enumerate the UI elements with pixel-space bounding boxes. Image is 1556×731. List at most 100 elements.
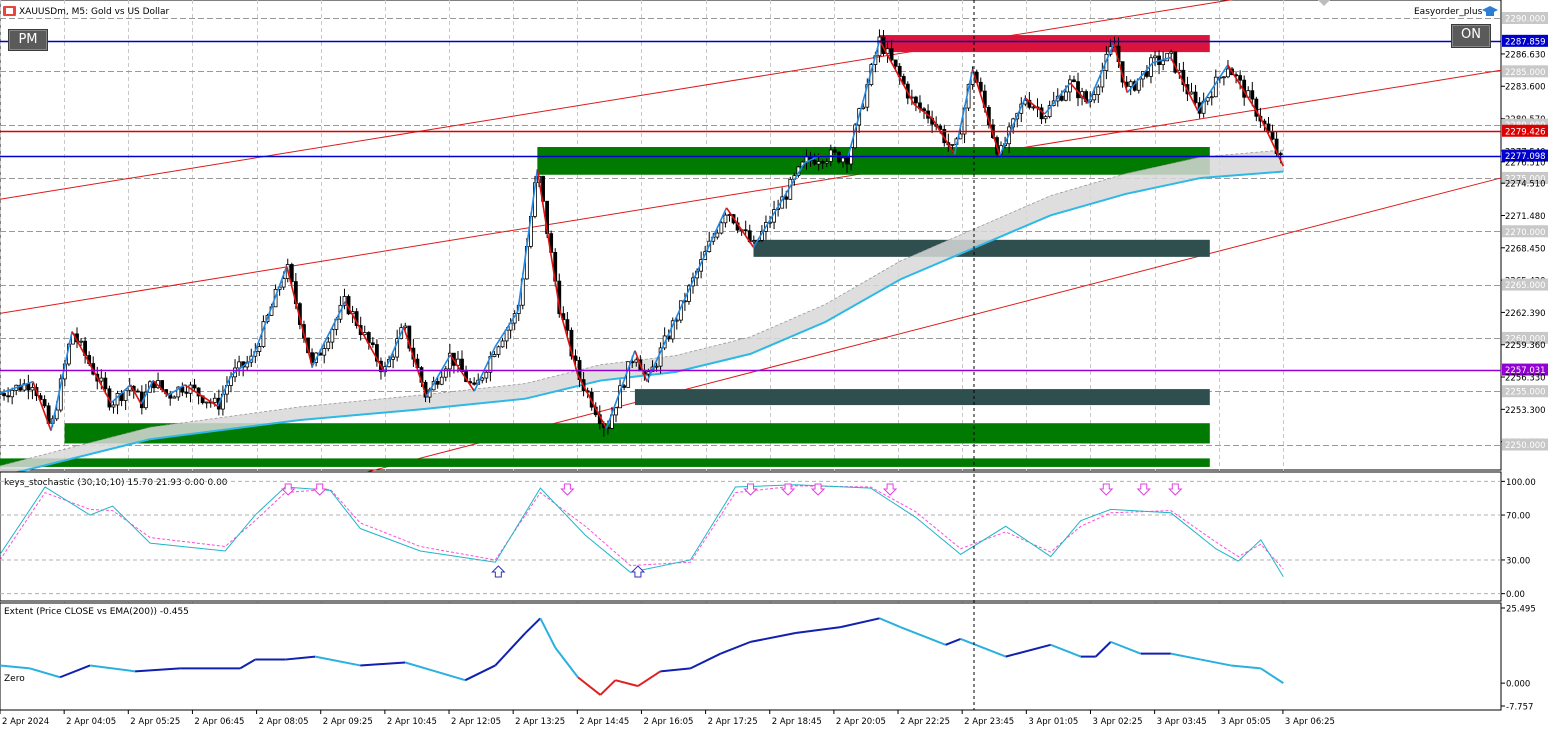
candle-body [634,359,639,363]
candle-body [330,328,335,343]
extent-segment [539,617,557,649]
candle-body [99,377,104,382]
candle-body [1096,86,1101,96]
price-round-label: 2255.000 [1505,388,1546,398]
candle-body [1059,95,1064,101]
candle-body [42,399,47,407]
stochastic-main-line [0,484,1284,578]
price-tick-label: 2268.450 [1505,244,1546,254]
price-round-bg [1502,171,1548,184]
zigzag-down-leg [71,331,112,404]
candle-body [443,368,448,378]
candle-body [111,404,116,408]
zone-slate[interactable] [634,389,1210,406]
candle-body [1278,153,1283,155]
zigzag-up-leg [216,374,232,407]
horizontal-levels[interactable] [0,40,1501,372]
price-tick-label: 2283.600 [1505,83,1546,93]
extent-segment [494,632,527,667]
candle-body [1169,51,1174,54]
ema-ribbon-edge [0,149,1284,467]
extent-segment [599,679,617,696]
candle-body [889,48,894,61]
on-button[interactable]: ON [1451,24,1491,48]
candle-body [824,161,829,164]
zone-green[interactable] [64,423,1210,444]
candle-body [10,389,15,398]
supply-demand-zones [0,35,1210,467]
candle-body [342,296,347,306]
candle-body [407,325,412,349]
candle-body [723,214,728,224]
time-label: 2 Apr 13:25 [515,717,565,727]
candle-body [257,346,262,352]
ema-200-line [0,149,1284,478]
zigzag-down-leg [1112,43,1129,93]
sell-arrow-icon [780,483,796,496]
zigzag-up-leg [110,384,132,404]
extent-segment [1200,658,1232,667]
time-label: 2 Apr 17:25 [708,717,758,727]
extent-segment [1095,641,1112,658]
stochastic-pane: keys_stochastic (30,10,10) 15.70 21.93 0… [0,478,1536,600]
candle-body [914,96,918,104]
extent-tick-label: -7.757 [1506,703,1533,713]
extent-segment [360,661,406,667]
symbol-icon [3,6,16,16]
extent-segment [1110,640,1142,655]
candle-body [1031,106,1036,109]
zone-green[interactable] [537,147,1210,175]
price-tick-label: 2256.330 [1505,374,1546,384]
zigzag-up-leg [953,69,974,155]
extent-segment [795,626,841,635]
candle-body [472,382,477,385]
zone-red[interactable] [879,35,1210,53]
extent-segment [1005,643,1051,658]
extent-segment [879,617,901,629]
extent-segment [900,626,946,646]
zone-slate[interactable] [753,239,1210,257]
candle-body [1165,52,1170,62]
candle-body [845,157,849,165]
candle-body [978,81,983,92]
candle-body [841,157,845,163]
extent-segment [1260,667,1284,684]
price-tag-bg [1502,124,1548,137]
candle-body [79,340,83,343]
expert-hat-icon [1482,6,1498,16]
stochastic-tick-label: 0.00 [1506,590,1525,600]
zone-green[interactable] [0,458,1210,467]
candle-body [1213,76,1218,98]
extent-tick-label: 25.495 [1506,605,1536,615]
time-axis: 2 Apr 2024 2 Apr 04:05 2 Apr 05:25 2 Apr 06… [0,710,1335,727]
channel-line-upper [0,0,1234,200]
candle-body [281,278,286,288]
sell-arrow-icon [1136,483,1151,496]
candle-body [192,384,197,389]
candle-body [1181,69,1186,85]
candle-body [447,352,452,370]
candle-body [1063,91,1068,101]
candle-body [820,161,825,164]
time-label: 2 Apr 14:45 [579,717,629,727]
candle-body [751,240,756,243]
zigzag-down-leg [971,68,1001,156]
price-tag-bg [1502,149,1548,162]
time-label: 2 Apr 09:25 [323,717,373,727]
time-label: 3 Apr 01:05 [1028,717,1078,727]
zigzag-down-leg [403,326,428,397]
pm-button[interactable]: PM [8,29,48,51]
candle-body [439,376,444,385]
candle-body [123,389,128,401]
candle-body [569,329,574,357]
zigzag-up-leg [1152,56,1172,64]
extent-segment [59,664,91,679]
price-tag-bg [1502,363,1548,376]
extent-title: Extent (Price CLOSE vs EMA(200)) -0.455 [4,607,189,617]
zigzag-up-leg [311,301,346,368]
time-label: 3 Apr 06:25 [1285,717,1335,727]
candle-body [812,160,817,165]
scroll-marker-icon[interactable] [1318,0,1330,6]
extent-segment [285,655,316,661]
